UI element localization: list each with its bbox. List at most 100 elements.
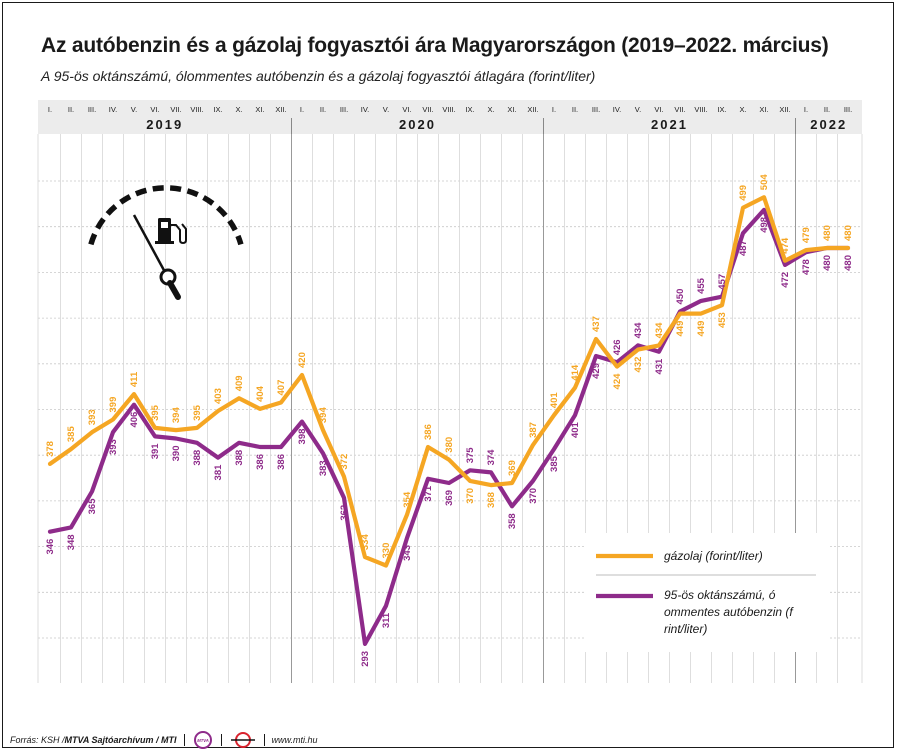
- month-tick-label: III.: [88, 105, 96, 114]
- legend-box: [584, 533, 830, 652]
- website-link[interactable]: www.mti.hu: [271, 735, 318, 745]
- chart-subtitle: A 95-ös oktánszámú, ólommentes autóbenzi…: [41, 68, 596, 84]
- gauge-needle-icon: [132, 214, 168, 275]
- fuel-gauge-icon: [88, 185, 244, 300]
- diesel-data-label: 334: [360, 534, 371, 551]
- diesel-data-label: 420: [297, 352, 308, 368]
- diesel-data-label: 386: [423, 424, 434, 440]
- month-tick-label: V.: [383, 105, 389, 114]
- diesel-data-label: 407: [276, 380, 287, 396]
- legend: gázolaj (forint/liter) 95-ös oktánszámú, …: [584, 533, 830, 652]
- petrol-data-label: 381: [213, 464, 224, 481]
- diesel-data-label: 354: [402, 491, 413, 508]
- month-tick-label: VI.: [654, 105, 663, 114]
- month-tick-label: XI.: [759, 105, 768, 114]
- gauge-needle-tail-icon: [167, 280, 181, 300]
- diesel-data-label: 387: [528, 422, 539, 438]
- diesel-data-label: 474: [780, 237, 791, 254]
- footer-divider: [263, 734, 265, 746]
- diesel-data-label: 394: [318, 407, 329, 424]
- petrol-data-label: 362: [339, 505, 350, 521]
- source-credit: MTVA Sajtóarchívum / MTI: [64, 735, 177, 745]
- month-tick-label: XII.: [275, 105, 286, 114]
- petrol-data-label: 370: [528, 488, 539, 504]
- petrol-data-label: 343: [402, 545, 413, 561]
- diesel-data-label: 395: [192, 404, 203, 421]
- month-tick-label: VI.: [402, 105, 411, 114]
- petrol-data-label: 455: [696, 277, 707, 294]
- petrol-data-label: 393: [108, 439, 119, 455]
- petrol-data-label: 480: [843, 255, 854, 271]
- petrol-data-label: 371: [423, 485, 434, 502]
- petrol-price-line: [47, 207, 851, 647]
- petrol-data-label: 487: [738, 240, 749, 256]
- month-tick-label: III.: [592, 105, 600, 114]
- month-tick-label: II.: [572, 105, 578, 114]
- petrol-data-label: 311: [381, 612, 392, 628]
- diesel-data-label: 404: [255, 385, 266, 402]
- month-tick-label: III.: [844, 105, 852, 114]
- diesel-data-label: 372: [339, 454, 350, 470]
- month-tick-label: V.: [131, 105, 137, 114]
- year-label: 2020: [399, 117, 436, 132]
- petrol-data-label: 431: [654, 358, 665, 375]
- petrol-data-label: 369: [444, 490, 455, 506]
- petrol-data-label: 375: [465, 447, 476, 464]
- petrol-data-label: 386: [276, 454, 287, 470]
- diesel-data-label: 434: [654, 322, 665, 339]
- month-tick-label: VIII.: [442, 105, 455, 114]
- diesel-data-label: 449: [696, 321, 707, 337]
- petrol-data-label: 365: [87, 498, 98, 515]
- month-tick-label: IV.: [109, 105, 117, 114]
- diesel-data-label: 399: [108, 397, 119, 413]
- diesel-data-label: 401: [549, 392, 560, 409]
- month-tick-label: VII.: [422, 105, 433, 114]
- month-tick-label: IX.: [213, 105, 222, 114]
- month-header-band: [38, 100, 862, 134]
- diesel-data-label: 499: [738, 185, 749, 201]
- month-tick-label: X.: [487, 105, 494, 114]
- month-tick-label: II.: [824, 105, 830, 114]
- petrol-data-label: 434: [633, 322, 644, 339]
- month-tick-label: VII.: [170, 105, 181, 114]
- footer-divider: [183, 734, 185, 746]
- diesel-price-line: [47, 195, 851, 568]
- petrol-data-label: 390: [171, 446, 182, 462]
- year-label: 2022: [810, 117, 847, 132]
- month-tick-label: VI.: [150, 105, 159, 114]
- diesel-data-label: 432: [633, 357, 644, 373]
- diesel-data-label: 368: [486, 492, 497, 508]
- petrol-data-label: 406: [129, 412, 140, 428]
- petrol-data-label: 472: [780, 272, 791, 288]
- petrol-data-label: 386: [255, 454, 266, 470]
- diesel-data-label: 449: [675, 321, 686, 337]
- legend-petrol-label: 95-ös oktánszámú, ó ommentes autóbenzin (…: [664, 588, 794, 636]
- petrol-data-label: 374: [486, 449, 497, 466]
- month-tick-label: IX.: [465, 105, 474, 114]
- diesel-data-label: 437: [591, 316, 602, 332]
- petrol-data-label: 346: [45, 539, 56, 555]
- month-tick-label: X.: [235, 105, 242, 114]
- diesel-data-label: 330: [381, 543, 392, 559]
- diesel-data-label: 409: [234, 375, 245, 391]
- petrol-data-label: 457: [717, 274, 728, 290]
- diesel-data-label: 403: [213, 388, 224, 404]
- petrol-data-label: 450: [675, 289, 686, 305]
- month-tick-label: IV.: [613, 105, 621, 114]
- diesel-data-label: 453: [717, 312, 728, 328]
- petrol-data-label: 348: [66, 534, 77, 550]
- petrol-data-label: 293: [360, 651, 371, 667]
- data-labels: 378 385 393 399 411 395 394 395 403 409 404 407 420 3…: [45, 174, 854, 667]
- legend-diesel-label: gázolaj (forint/liter): [664, 549, 763, 563]
- petrol-data-label: 383: [318, 460, 329, 476]
- petrol-data-label: 398: [297, 429, 308, 445]
- month-tick-label: X.: [739, 105, 746, 114]
- month-tick-label: VIII.: [694, 105, 707, 114]
- month-tick-label: XI.: [255, 105, 264, 114]
- month-tick-label: I.: [48, 105, 52, 114]
- diesel-data-label: 414: [570, 364, 581, 381]
- petrol-data-label: 478: [801, 259, 812, 275]
- petrol-data-label: 480: [822, 255, 833, 271]
- petrol-data-label: 385: [549, 455, 560, 472]
